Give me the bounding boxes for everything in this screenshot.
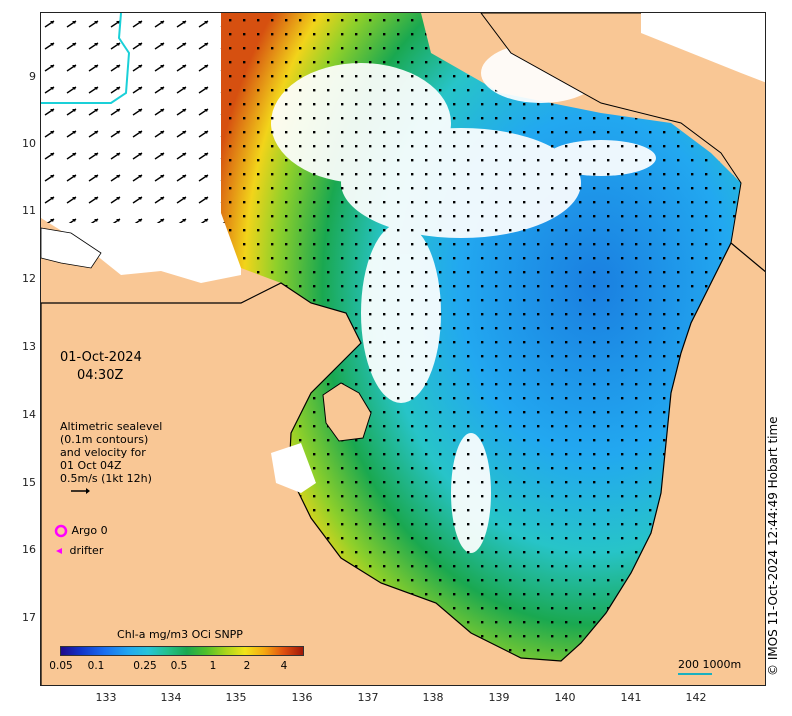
y-tick-label: 15 — [22, 476, 36, 489]
map-time: 04:30Z — [77, 368, 124, 383]
altimetry-legend: Altimetric sealevel (0.1m contours) and … — [60, 420, 162, 498]
y-tick-label: 11 — [22, 204, 36, 217]
coastal-no-data — [271, 443, 316, 493]
drifter-label: drifter — [69, 544, 104, 557]
argo-legend: Argo 0 — [54, 524, 108, 538]
groote-eylandt — [322, 382, 372, 442]
y-tick-label: 10 — [22, 137, 36, 150]
x-tick-label: 140 — [554, 691, 576, 704]
y-tick-label: 13 — [22, 340, 36, 353]
x-tick-label: 136 — [291, 691, 313, 704]
y-tick-label: 16 — [22, 543, 36, 556]
y-tick-label: 9 — [29, 70, 36, 83]
colorbar-tick: 0.5 — [170, 660, 188, 672]
argo-label: Argo 0 — [71, 524, 108, 537]
colorbar-tick: 0.25 — [133, 660, 157, 672]
altimetry-line: Altimetric sealevel — [60, 420, 163, 433]
colorbar-tick: 0.1 — [87, 660, 105, 672]
x-tick-label: 138 — [422, 691, 444, 704]
north-no-data — [641, 13, 765, 83]
colorbar-tick: 1 — [209, 660, 217, 672]
colorbar-tick: 0.05 — [49, 660, 73, 672]
credit-label: © IMOS 11-Oct-2024 12:44:49 Hobart time — [766, 416, 780, 676]
contour-scale-bar — [678, 673, 712, 675]
arnhem-land-landmass — [41, 242, 765, 685]
y-tick-label: 12 — [22, 272, 36, 285]
y-tick-label: 14 — [22, 408, 36, 421]
colorbar-gradient — [60, 646, 304, 656]
colorbar-tick: 4 — [280, 660, 288, 672]
x-tick-label: 134 — [160, 691, 182, 704]
altimetry-line: and velocity for — [60, 446, 146, 459]
x-tick-label: 135 — [225, 691, 247, 704]
ocean-no-data-region — [41, 13, 331, 308]
x-tick-label: 141 — [620, 691, 642, 704]
drifter-marker-icon — [56, 548, 62, 554]
chlorophyll-map — [41, 13, 765, 685]
contour-scale-label: 200 1000m — [678, 658, 742, 671]
drifter-legend: drifter — [54, 544, 103, 557]
x-tick-label: 142 — [685, 691, 707, 704]
map-date: 01-Oct-2024 — [60, 350, 142, 365]
altimetry-line: (0.1m contours) — [60, 433, 149, 446]
velocity-field — [221, 13, 741, 661]
x-tick-label: 133 — [95, 691, 117, 704]
x-tick-label: 137 — [357, 691, 379, 704]
altimetry-line: 0.5m/s (1kt 12h) — [60, 472, 152, 485]
x-tick-label: 139 — [488, 691, 510, 704]
argo-circle-icon — [54, 524, 68, 538]
colorbar: Chl-a mg/m3 OCi SNPP 0.05 0.1 0.25 0.5 1… — [49, 628, 308, 678]
contour-200m — [41, 13, 131, 104]
colorbar-title: Chl-a mg/m3 OCi SNPP — [117, 628, 243, 641]
altimetry-line: 01 Oct 04Z — [60, 459, 122, 472]
map-panel[interactable] — [40, 12, 766, 686]
colorbar-tick: 2 — [243, 660, 251, 672]
velocity-scale-arrow-icon — [71, 488, 90, 494]
y-tick-label: 17 — [22, 611, 36, 624]
